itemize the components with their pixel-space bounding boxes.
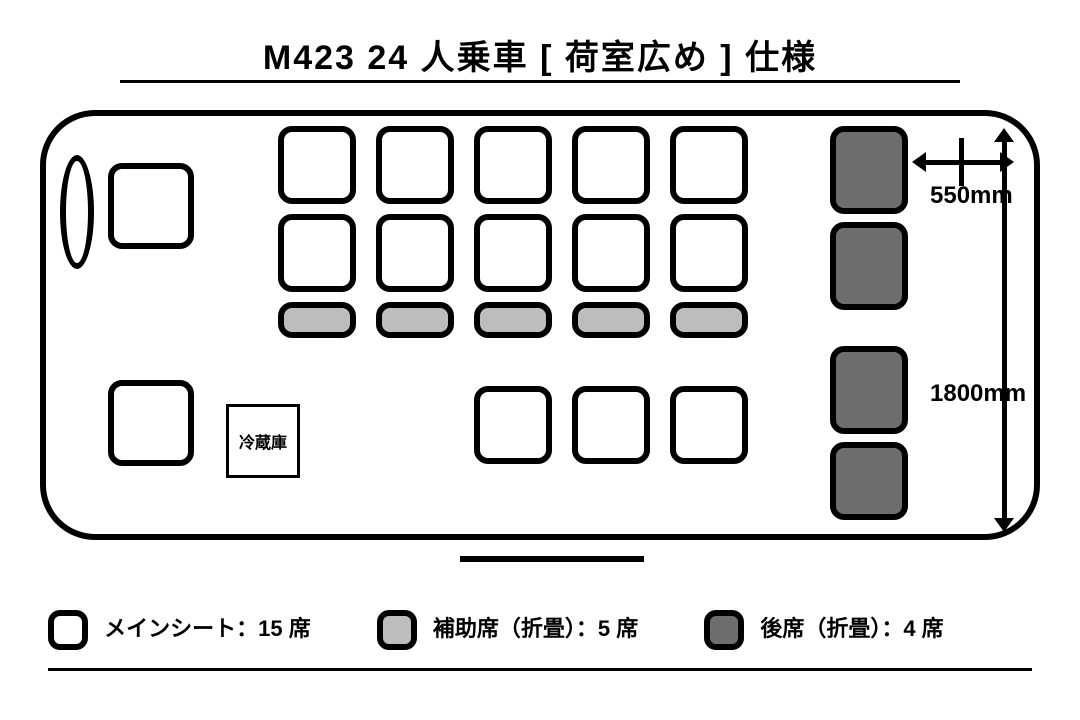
- legend-aux-swatch: [377, 610, 417, 650]
- legend: メインシート：15 席 補助席（折畳）：5 席 後席（折畳）：4 席: [48, 610, 1032, 650]
- seat-r2-c4: [572, 214, 650, 292]
- rear-seat-1: [830, 126, 908, 214]
- seat-r4-c3: [474, 386, 552, 464]
- seat-r2-c5: [670, 214, 748, 292]
- width-dim-label: 550mm: [930, 182, 1013, 210]
- door-line: [460, 556, 644, 562]
- legend-main-text: メインシート：15 席: [104, 616, 311, 641]
- legend-main-swatch: [48, 610, 88, 650]
- legend-rear-text: 後席（折畳）：4 席: [760, 616, 943, 641]
- width-dim-arrow-left: [912, 152, 926, 172]
- seat-r1-c5: [670, 126, 748, 204]
- page-title: M423 24 人乗車 [ 荷室広め ] 仕様: [0, 30, 1080, 79]
- title-rule: [120, 80, 960, 83]
- seat-r1-c4: [572, 126, 650, 204]
- rear-seat-2: [830, 222, 908, 310]
- seat-r4-c4: [572, 386, 650, 464]
- legend-aux: 補助席（折畳）：5 席: [377, 610, 638, 650]
- seat-r1-c1: [278, 126, 356, 204]
- rear-seat-3: [830, 346, 908, 434]
- seat-r1-c3: [474, 126, 552, 204]
- height-dim-arrow-bottom: [994, 518, 1014, 532]
- seat-r2-c1: [278, 214, 356, 292]
- seat-r1-c2: [376, 126, 454, 204]
- height-dim-line: [1002, 140, 1007, 520]
- legend-rule: [48, 668, 1032, 671]
- rear-seat-4: [830, 442, 908, 520]
- aux-seat-c4: [572, 302, 650, 338]
- steering-wheel: [60, 155, 94, 269]
- aux-seat-c5: [670, 302, 748, 338]
- fridge-box: 冷蔵庫: [226, 404, 300, 478]
- legend-main: メインシート：15 席: [48, 610, 311, 650]
- front-seat-bottom: [108, 380, 194, 466]
- height-dim-label: 1800mm: [930, 380, 1026, 408]
- aux-seat-c3: [474, 302, 552, 338]
- seat-r4-c5: [670, 386, 748, 464]
- seat-r2-c3: [474, 214, 552, 292]
- aux-seat-c2: [376, 302, 454, 338]
- legend-aux-text: 補助席（折畳）：5 席: [433, 616, 638, 641]
- width-dim-tick: [959, 138, 964, 186]
- legend-rear-swatch: [704, 610, 744, 650]
- height-dim-arrow-top: [994, 128, 1014, 142]
- aux-seat-c1: [278, 302, 356, 338]
- seat-r2-c2: [376, 214, 454, 292]
- fridge-label: 冷蔵庫: [239, 429, 287, 453]
- legend-rear: 後席（折畳）：4 席: [704, 610, 943, 650]
- front-seat-top: [108, 163, 194, 249]
